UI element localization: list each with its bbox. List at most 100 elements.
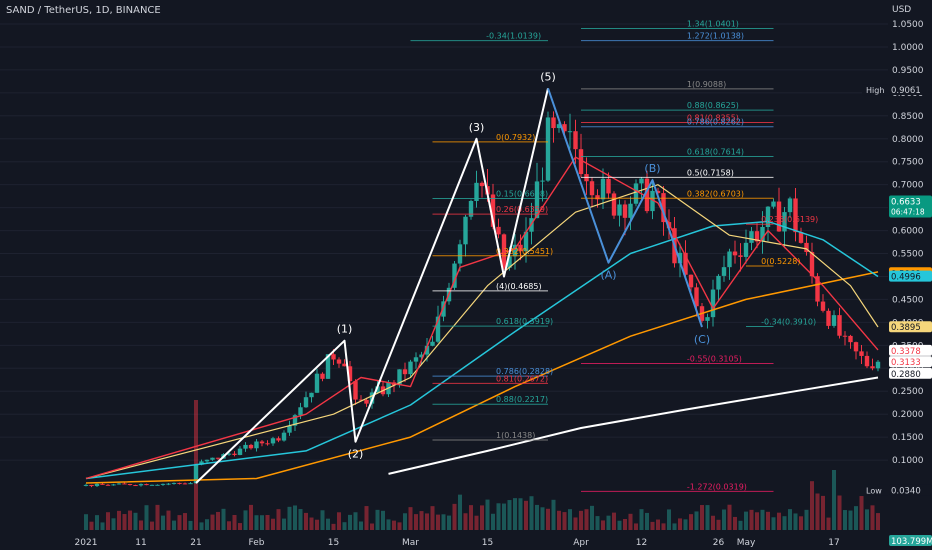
volume-bar [436,514,440,530]
fib-level-label: -1.272(0.0319) [687,482,747,491]
fib-level-label: 1(0.9088) [687,80,726,89]
volume-bar [386,519,391,530]
fib-level-label: -0.34(0.3910) [761,318,816,327]
wave-label: (5) [540,70,556,83]
volume-bar [628,513,633,530]
candle-body [182,483,188,485]
volume-bar [870,505,875,530]
candle-body [501,234,507,268]
candle-body [771,201,776,207]
x-tick-label: Feb [249,538,265,548]
volume-bar [172,520,176,530]
price-badge-bg [889,321,932,333]
volume-bar [84,514,88,530]
volume-bar [793,513,798,530]
volume-bar [573,517,578,530]
candle-body [474,182,479,201]
candle-body [336,359,342,364]
volume-bar [210,514,215,530]
wave-label: (A) [600,269,616,282]
candle-body [760,226,765,242]
candle-body [622,204,628,218]
volume-bar [117,510,121,530]
candle-body [375,386,380,393]
x-tick-label: 15 [482,538,493,548]
volume-bar [755,512,759,530]
candle-body [452,263,457,288]
candle-body [727,251,732,268]
volume-bar [452,503,457,530]
x-tick-label: 12 [636,538,647,548]
candle-body [435,316,441,342]
candle-body [820,301,826,311]
volume-bar [551,499,556,530]
volume-bar [106,512,110,530]
price-badge-tag: High [866,86,884,95]
price-badge-value: 103.799M [891,537,932,547]
volume-bar [524,500,528,530]
fib-level-label: 0.5(0.7158) [687,168,734,177]
volume-bar [716,519,721,530]
volume-bar [337,512,341,530]
volume-bar [309,517,314,530]
price-badge-bg [889,356,932,368]
candle-body [490,194,496,227]
volume-bar [623,518,627,530]
candle-body [298,407,303,416]
y-tick-label: 0.8000 [892,135,924,145]
volume-bar [397,522,402,530]
volume-bar [238,523,242,530]
x-tick-label: May [737,538,756,548]
wave-label: (C) [694,333,710,346]
volume-bar [738,520,743,530]
candle-body [265,443,270,445]
volume-bar [529,496,534,530]
volume-bar [100,522,105,530]
candle-body [545,117,551,181]
volume-bar [419,511,424,530]
volume-bar [595,516,600,530]
candle-body [127,484,133,486]
candle-body [507,256,512,268]
countdown-timer: 06:47:18 [891,208,925,217]
candle-body [776,201,782,232]
volume-bar [403,513,407,530]
fib-level-label: 1(0.1438) [496,431,535,440]
candle-body [166,483,171,485]
volume-bar [128,510,132,530]
candle-body [694,287,699,307]
volume-bar [639,509,644,530]
candle-body [732,251,738,256]
volume-bar [579,510,583,530]
volume-bar [854,506,858,530]
volume-bar [612,512,616,530]
price-badge-value: 0.3133 [891,358,921,368]
fib-level-label: 1.272(1.0138) [687,32,744,41]
volume-bar [722,509,726,530]
fib-level-label: (4)(0.4685) [496,282,542,291]
volume-bar [727,504,732,530]
volume-bar [876,513,880,530]
candle-body [468,200,474,217]
candle-body [292,415,298,426]
volume-bar [491,513,495,530]
candle-body [578,149,584,175]
candle-body [600,178,606,200]
volume-bar [667,509,671,530]
candle-body [248,444,254,449]
volume-bar [590,505,594,530]
volume-bar [804,509,809,530]
candle-body [188,483,193,485]
chart-title: SAND / TetherUS, 1D, BINANCE [6,5,161,16]
volume-bar [287,506,292,530]
candle-body [826,310,831,326]
volume-bar [414,514,418,530]
volume-bar [392,520,396,530]
price-badge: 0.3378 [889,344,932,357]
candle-body [342,363,347,367]
volume-bar [843,510,847,530]
volume-bar [298,509,303,530]
candle-body [479,182,485,187]
fib-level-label: 0.81(0.8355) [687,113,739,122]
